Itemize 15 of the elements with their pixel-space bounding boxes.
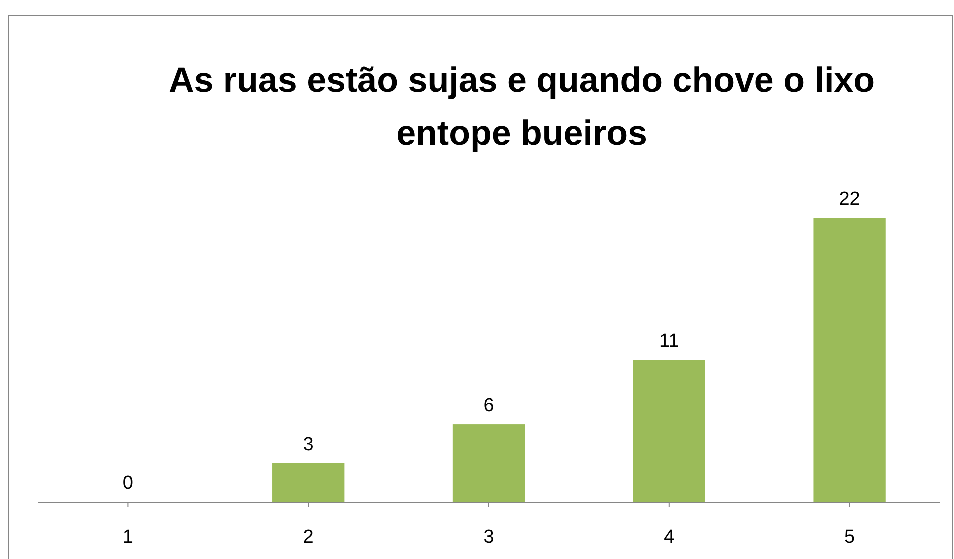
x-tick-label: 5 bbox=[844, 527, 856, 548]
bar bbox=[814, 218, 886, 502]
bar bbox=[633, 360, 706, 502]
x-tick-label: 4 bbox=[664, 527, 676, 548]
x-tick-label: 3 bbox=[484, 527, 494, 548]
chart-title: As ruas estão sujas e quando chove o lixo entope bueiros bbox=[168, 61, 876, 153]
data-label: 11 bbox=[660, 331, 680, 352]
data-label: 3 bbox=[303, 434, 314, 456]
data-label: 0 bbox=[122, 473, 134, 494]
bar bbox=[452, 424, 526, 502]
x-tick-label: 1 bbox=[122, 527, 134, 548]
data-label: 6 bbox=[484, 396, 494, 417]
bar bbox=[272, 463, 345, 502]
x-tick-label: 2 bbox=[303, 527, 314, 548]
data-label: 22 bbox=[839, 189, 860, 210]
